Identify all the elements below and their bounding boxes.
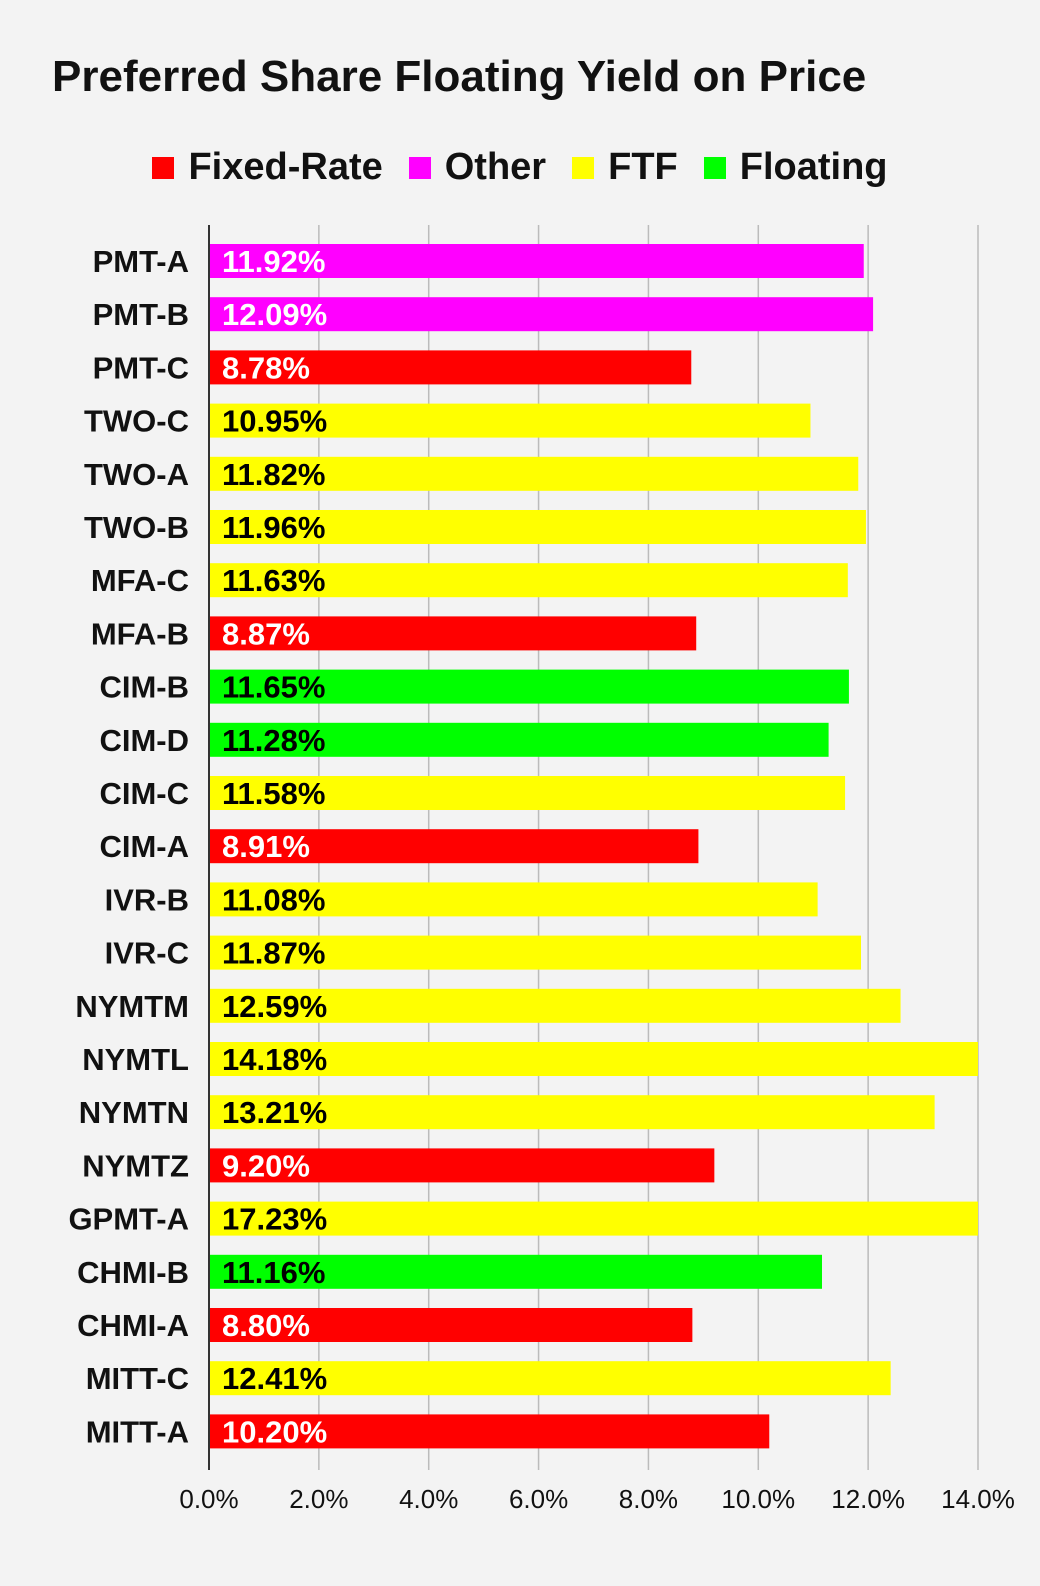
data-label: 8.91% [222,829,310,864]
legend-swatch [572,156,595,179]
bar [209,1201,978,1236]
legend-item-other: Other [408,146,547,189]
category-label: TWO-B [84,510,189,545]
bar [209,935,862,970]
bar [209,1254,823,1289]
bar [209,988,901,1023]
legend-item-floating: Floating [703,146,888,189]
category-label: TWO-C [84,404,189,439]
data-label: 11.92% [222,244,325,279]
category-label: PMT-A [93,244,189,279]
data-label: 11.08% [222,882,325,917]
data-label: 11.16% [222,1255,325,1290]
x-tick-label: 14.0% [941,1484,1015,1514]
x-tick-label: 4.0% [399,1484,458,1514]
data-label: 12.59% [222,989,327,1024]
legend-swatch [152,156,175,179]
legend-item-ftf: FTF [572,146,678,189]
category-label: MITT-C [86,1361,189,1396]
category-label: CIM-C [99,776,189,811]
data-label: 8.78% [222,350,310,385]
x-tick-label: 0.0% [179,1484,238,1514]
data-label: 11.96% [222,510,325,545]
category-label: CIM-A [99,829,189,864]
category-label: NYMTL [82,1042,189,1077]
bar [209,1042,978,1076]
data-label: 11.65% [222,670,325,705]
data-label: 12.09% [222,297,327,332]
data-label: 11.87% [222,936,325,971]
data-label: 11.58% [222,776,325,811]
category-label: MITT-A [86,1414,189,1449]
data-label: 14.18% [222,1042,327,1077]
category-label: NYMTZ [82,1148,189,1183]
data-label: 9.20% [222,1148,310,1183]
bar [209,456,859,491]
bar [209,1095,935,1130]
category-label: IVR-C [105,936,189,971]
data-label: 10.20% [222,1414,327,1449]
x-tick-label: 8.0% [619,1484,678,1514]
category-label: NYMTN [79,1095,189,1130]
category-label: CHMI-A [77,1308,189,1343]
data-label: 12.41% [222,1361,327,1396]
bar [209,1361,891,1396]
category-label: MFA-C [91,563,189,598]
category-label: MFA-B [91,616,189,651]
data-label: 13.21% [222,1095,327,1130]
bar [209,1148,715,1183]
bar [209,510,866,544]
bar [209,1308,693,1342]
bar [209,616,697,651]
legend: Fixed-Rate Other FTF Floating [0,146,1040,189]
bar [209,722,829,757]
legend-swatch [703,156,726,179]
legend-swatch [408,156,431,179]
category-label: CIM-B [99,670,189,705]
x-tick-label: 10.0% [721,1484,795,1514]
data-label: 11.28% [222,723,325,758]
category-label: TWO-A [84,457,189,492]
bar [209,563,848,598]
category-label: GPMT-A [68,1202,189,1237]
bar [209,776,846,810]
x-axis-ticks: 0.0% 2.0% 4.0% 6.0% 8.0% 10.0% 12.0% 14.0% [179,1484,1015,1514]
bar [209,882,818,917]
data-label: 8.80% [222,1308,310,1343]
x-tick-label: 12.0% [831,1484,905,1514]
category-label: PMT-B [93,297,189,332]
bar [209,829,699,864]
data-label: 17.23% [222,1202,327,1237]
category-label: PMT-C [93,350,189,385]
bar [209,403,811,438]
bar [209,350,692,385]
bars: PMT-A 11.92% PMT-B 12.09% PMT-C 8.78% TWO-C 10.… [68,244,978,1449]
legend-item-fixed-rate: Fixed-Rate [152,146,383,189]
legend-label: FTF [608,146,678,188]
bar [209,244,864,278]
data-label: 8.87% [222,616,310,651]
chart-title: Preferred Share Floating Yield on Price [52,52,867,101]
legend-label: Floating [739,146,888,188]
x-tick-label: 6.0% [509,1484,568,1514]
bar [209,297,874,332]
bar [209,669,849,704]
x-tick-label: 2.0% [289,1484,348,1514]
category-label: CIM-D [99,723,189,758]
data-label: 11.63% [222,563,325,598]
data-label: 11.82% [222,457,325,492]
data-label: 10.95% [222,404,327,439]
legend-label: Fixed-Rate [188,146,383,188]
category-label: IVR-B [105,882,189,917]
category-label: CHMI-B [77,1255,189,1290]
bar [209,1414,770,1449]
legend-label: Other [444,146,547,188]
category-label: NYMTM [75,989,189,1024]
